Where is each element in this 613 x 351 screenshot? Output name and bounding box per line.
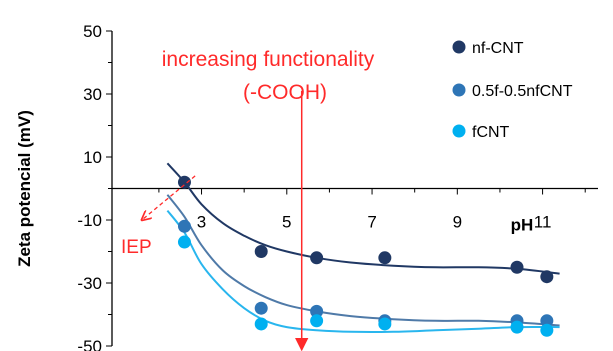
data-point-series-3 [378, 317, 392, 331]
y-tick-label: -30 [77, 274, 102, 293]
data-point-series-1 [177, 175, 191, 189]
data-point-series-3 [310, 314, 324, 328]
iep-arrow [142, 175, 196, 220]
x-tick-label: 3 [197, 213, 206, 232]
data-point-series-1 [254, 245, 268, 258]
x-tick-label: 11 [534, 213, 552, 232]
legend-label-3: fCNT [472, 124, 510, 141]
y-axis-title: Zeta potencial (mV) [15, 110, 34, 267]
trend-lines [166, 162, 560, 334]
data-point-series-2 [540, 314, 554, 328]
y-tick-label: -50 [77, 337, 102, 351]
x-tick-label: 5 [282, 213, 291, 232]
data-point-series-3 [510, 320, 524, 334]
trend-line-2 [166, 194, 560, 327]
legend-label-2: 0.5f-0.5nfCNT [472, 83, 573, 100]
legend-marker-2 [452, 83, 466, 97]
y-tick-label: 50 [83, 22, 102, 41]
annotation-iep: IEP [121, 237, 152, 258]
data-point-series-2 [310, 304, 324, 318]
annotation-functionality-line-1: increasing functionality [162, 48, 375, 71]
trend-line-3 [166, 209, 560, 334]
legend: nf-CNT 0.5f-0.5nfCNT fCNT [452, 40, 573, 141]
y-tick-label: 10 [83, 148, 102, 167]
data-point-series-3 [254, 317, 268, 331]
data-point-series-1 [510, 260, 524, 274]
x-tick-label: 9 [453, 213, 462, 232]
y-tick-label: 30 [83, 85, 102, 104]
data-point-series-3 [177, 235, 191, 249]
legend-label-1: nf-CNT [472, 40, 524, 57]
data-point-series-2 [254, 301, 268, 315]
data-point-series-1 [310, 251, 324, 265]
legend-marker-1 [452, 40, 466, 54]
data-point-series-1 [378, 251, 392, 265]
legend-marker-3 [452, 124, 466, 138]
x-tick-label: 7 [367, 213, 376, 232]
data-point-series-1 [540, 270, 554, 284]
y-tick-label: -10 [77, 211, 102, 230]
trend-line-1 [166, 162, 560, 275]
data-points [177, 175, 554, 337]
data-point-series-3 [540, 323, 554, 337]
x-axis-title: pH [511, 216, 534, 235]
data-point-series-2 [177, 219, 191, 233]
annotation-functionality-line-2: (-COOH) [243, 81, 327, 104]
annotations: increasing functionality (-COOH) IEP [121, 48, 375, 351]
